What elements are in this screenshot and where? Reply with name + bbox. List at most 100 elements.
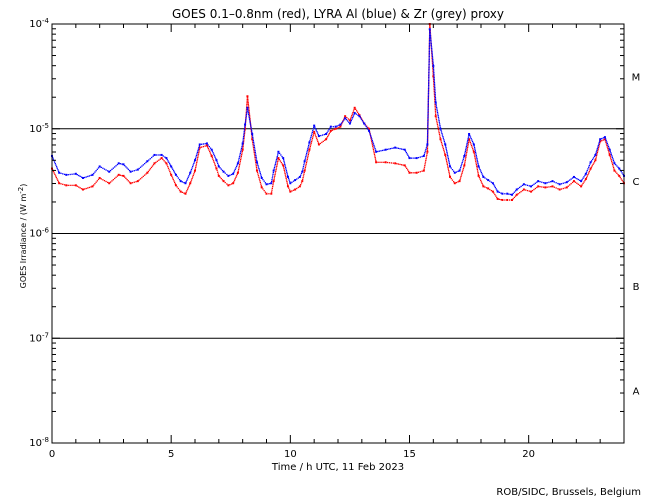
series-dot <box>457 170 459 173</box>
series-dot <box>316 132 319 134</box>
data-point <box>227 184 230 187</box>
data-point <box>122 163 125 166</box>
series-dot <box>169 170 171 173</box>
series-dot <box>427 108 429 110</box>
series-dot <box>564 182 566 184</box>
data-point <box>496 197 499 200</box>
series-dot <box>519 186 521 189</box>
series-dot <box>172 178 174 181</box>
series-dot <box>444 142 446 144</box>
series-dot <box>240 151 242 153</box>
series-dot <box>426 140 429 142</box>
series-dot <box>255 165 257 167</box>
series-dot <box>142 164 144 166</box>
series-dot <box>428 76 430 78</box>
series-dot <box>312 128 314 130</box>
data-point <box>329 125 332 128</box>
series-dot <box>93 172 95 175</box>
series-dot <box>432 77 435 79</box>
series-dot <box>196 151 199 154</box>
series-dot <box>465 153 468 155</box>
series-dot <box>188 184 191 186</box>
series-dot <box>608 151 610 153</box>
series-dot <box>258 178 261 180</box>
series-dot <box>598 145 600 147</box>
series-dot <box>427 126 429 129</box>
series-dot <box>247 102 249 104</box>
series-dot <box>148 169 151 171</box>
data-point <box>303 160 306 163</box>
data-point <box>439 138 442 141</box>
series-dot <box>410 172 412 174</box>
series-dot <box>195 154 198 157</box>
series-dot <box>185 181 187 183</box>
series-dot <box>466 148 468 150</box>
series-dot <box>438 123 441 125</box>
series-dot <box>406 169 409 171</box>
series-dot <box>457 181 459 183</box>
series-dot <box>256 163 259 165</box>
data-point <box>434 101 437 104</box>
series-dot <box>373 144 375 147</box>
series-dot <box>326 137 328 139</box>
data-point <box>510 193 513 196</box>
series-dot <box>248 115 250 117</box>
data-point <box>358 114 361 117</box>
series-dot <box>377 161 379 163</box>
series-dot <box>319 142 322 145</box>
data-point <box>222 180 225 183</box>
series-dot <box>495 188 497 190</box>
series-dot <box>152 164 155 166</box>
series-dot <box>206 146 209 148</box>
series-dot <box>197 148 200 150</box>
series-dot <box>188 185 190 187</box>
data-point <box>363 122 366 125</box>
series-dot <box>425 159 427 162</box>
series-dot <box>612 159 615 161</box>
series-dot <box>80 176 83 178</box>
series-dot <box>194 158 197 160</box>
series-dot <box>435 100 437 102</box>
data-point <box>241 148 244 151</box>
x-tick-label: 20 <box>522 449 535 460</box>
series-dot <box>357 114 359 116</box>
series-dot <box>406 167 408 170</box>
series-dot <box>88 186 91 189</box>
series-dot <box>585 171 588 173</box>
series-dot <box>509 199 511 201</box>
series-dot <box>460 174 463 176</box>
series-dot <box>465 145 468 148</box>
series-dot <box>304 168 306 170</box>
series-dot <box>257 173 259 175</box>
data-point <box>422 154 425 157</box>
data-point <box>308 148 311 151</box>
series-dot <box>168 161 170 163</box>
series-dot <box>157 154 159 156</box>
series-dot <box>249 116 251 118</box>
data-point <box>501 198 504 201</box>
series-dot <box>54 161 56 163</box>
series-dot <box>249 123 252 125</box>
series-dot <box>474 150 476 152</box>
series-dot <box>71 173 73 175</box>
data-point <box>301 180 304 183</box>
series-dot <box>198 150 200 152</box>
series-dot <box>279 152 281 155</box>
series-dot <box>322 140 324 143</box>
series-dot <box>197 153 200 155</box>
series-dot <box>103 180 106 182</box>
series-dot <box>583 176 585 178</box>
series-dot <box>326 131 328 134</box>
series-dot <box>274 165 276 167</box>
series-dot <box>287 177 290 180</box>
series-dot <box>428 75 430 77</box>
series-dot <box>250 125 252 128</box>
series-dot <box>297 177 299 179</box>
series-dot <box>336 127 338 129</box>
series-dot <box>237 161 239 163</box>
series-dot <box>569 179 571 181</box>
series-dot <box>428 71 430 74</box>
series-dot <box>553 181 555 183</box>
series-dot <box>245 108 248 110</box>
series-dot <box>247 112 250 114</box>
